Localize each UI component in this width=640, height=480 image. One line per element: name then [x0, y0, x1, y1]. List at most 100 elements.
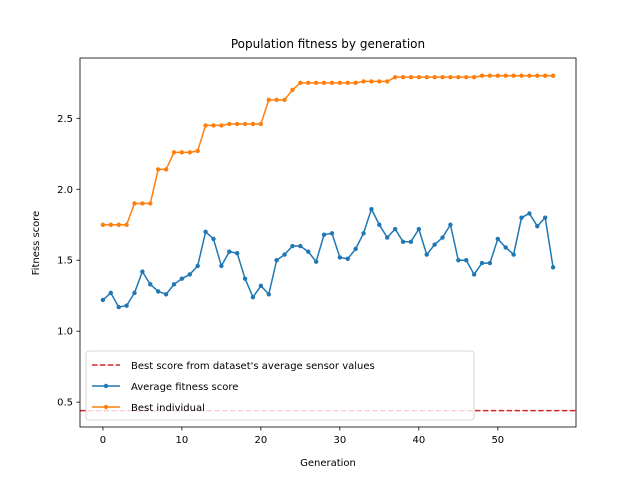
legend-box [85, 350, 475, 421]
data-point [471, 74, 477, 80]
data-point [535, 73, 540, 78]
data-point [242, 276, 248, 281]
data-point [116, 222, 121, 227]
data-point [211, 236, 216, 242]
data-point [203, 229, 208, 235]
data-point [329, 80, 335, 86]
x-axis-title: Generation [300, 458, 356, 469]
data-point [148, 282, 153, 287]
data-point [408, 74, 414, 80]
y-tick-label: 1.0 [57, 327, 73, 338]
data-point [408, 239, 414, 244]
data-point [432, 74, 437, 80]
data-point [258, 283, 264, 288]
data-point [155, 167, 161, 172]
data-point [542, 215, 548, 220]
data-point [392, 74, 398, 80]
data-point [416, 74, 422, 80]
data-point [440, 235, 445, 240]
data-point [274, 97, 279, 103]
data-point [487, 260, 493, 266]
legend-marker [103, 383, 109, 389]
data-point [227, 121, 232, 127]
y-axis-title: Fitness score [31, 211, 42, 276]
data-point [329, 231, 335, 236]
legend: Best score from dataset's average sensor… [85, 350, 475, 421]
legend-label: Average fitness score [131, 382, 238, 393]
data-point [456, 74, 461, 80]
data-point [290, 87, 295, 93]
data-point [163, 167, 169, 172]
x-tick-label: 30 [333, 435, 346, 446]
data-point [298, 80, 303, 86]
data-point [227, 249, 232, 254]
legend-label: Best score from dataset's average sensor… [131, 361, 375, 372]
data-point [124, 303, 129, 308]
data-point [550, 265, 556, 270]
data-point [479, 260, 485, 266]
data-point [487, 73, 493, 78]
legend-marker [103, 404, 109, 410]
data-point [519, 73, 524, 78]
data-point [266, 292, 271, 297]
data-point [290, 243, 295, 249]
data-point [550, 73, 556, 78]
data-point [479, 73, 485, 78]
data-point [313, 80, 319, 86]
data-point [179, 276, 185, 281]
data-point [274, 258, 279, 263]
data-point [361, 231, 366, 236]
data-point [219, 263, 224, 269]
data-point [266, 97, 271, 103]
data-point [195, 148, 200, 154]
data-point [306, 249, 311, 254]
series-layer [100, 73, 556, 310]
data-point [163, 292, 169, 297]
data-point [187, 272, 192, 277]
data-point [179, 150, 185, 155]
data-point [258, 121, 264, 127]
data-point [171, 150, 177, 155]
data-point [542, 73, 548, 78]
data-point [155, 289, 161, 294]
data-point [219, 123, 224, 128]
data-point [385, 235, 390, 240]
data-point [242, 121, 248, 127]
data-point [140, 201, 145, 206]
data-point [377, 222, 382, 227]
data-point [211, 123, 216, 128]
data-point [440, 74, 445, 80]
data-point [527, 211, 532, 216]
data-point [313, 259, 319, 264]
data-point [306, 80, 311, 86]
data-point [464, 74, 469, 80]
legend-label: Best individual [131, 403, 205, 414]
data-point [195, 263, 200, 269]
data-point [511, 252, 516, 257]
y-tick-label: 2.0 [57, 185, 73, 196]
data-point [495, 236, 501, 242]
data-point [448, 222, 453, 227]
data-point [424, 74, 429, 80]
y-tick-label: 2.5 [57, 114, 73, 125]
data-point [392, 226, 398, 232]
data-point [187, 150, 192, 155]
data-point [369, 206, 374, 212]
series-line [102, 208, 554, 308]
data-point [132, 290, 137, 296]
data-point [282, 97, 287, 103]
data-point [234, 121, 240, 127]
data-point [100, 297, 106, 303]
data-point [353, 246, 358, 252]
data-point [503, 73, 508, 78]
data-point [337, 80, 343, 86]
data-point [345, 256, 350, 262]
data-point [377, 79, 382, 84]
axes-frame [79, 57, 577, 428]
series-line [102, 74, 554, 226]
data-point [345, 80, 350, 86]
data-point [400, 74, 406, 80]
data-point [321, 232, 327, 237]
data-point [511, 73, 516, 78]
